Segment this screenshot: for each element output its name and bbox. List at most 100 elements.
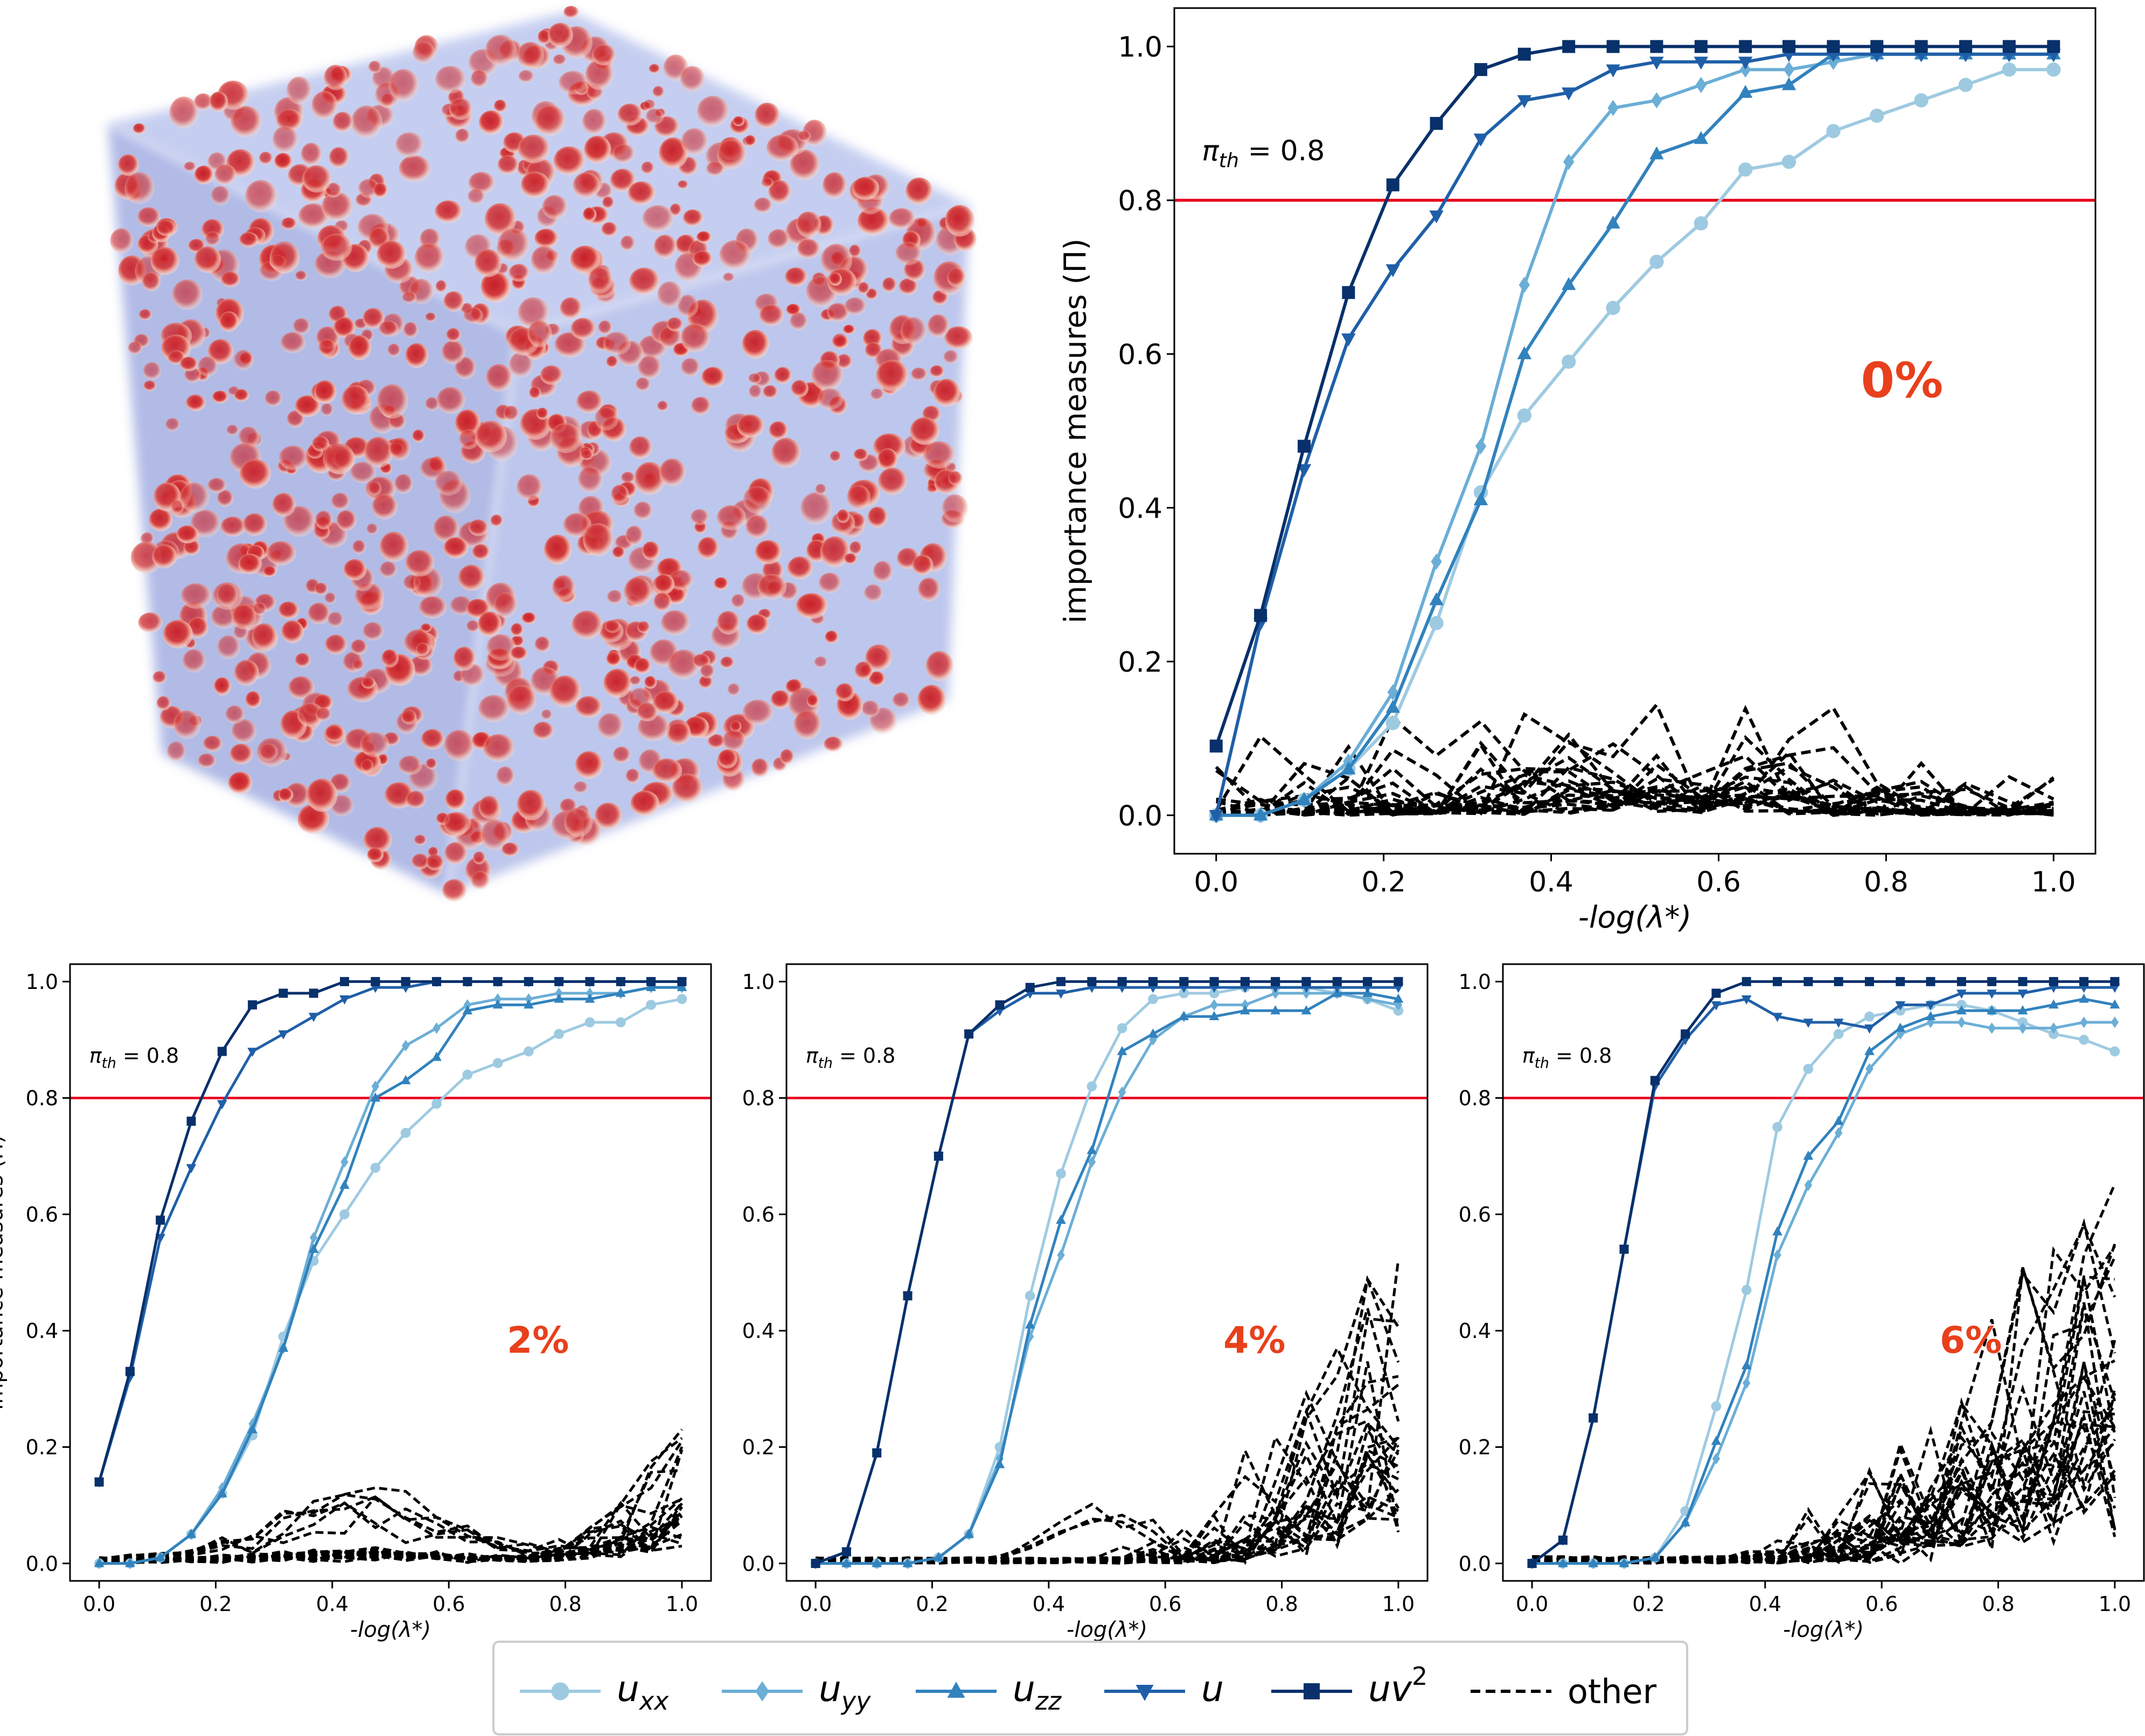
noise-level-label: 6% bbox=[1940, 1319, 2002, 1362]
droplet bbox=[722, 729, 746, 752]
data-point bbox=[433, 1022, 441, 1034]
droplet bbox=[847, 485, 871, 510]
data-point bbox=[340, 1156, 349, 1168]
droplet bbox=[184, 367, 201, 384]
data-point bbox=[1558, 1558, 1568, 1567]
droplet bbox=[641, 161, 654, 175]
data-point bbox=[2047, 40, 2060, 53]
droplet bbox=[681, 128, 708, 156]
data-point bbox=[1827, 40, 1840, 53]
droplet bbox=[363, 622, 384, 641]
data-point bbox=[1988, 1022, 1996, 1034]
data-point bbox=[1914, 40, 1928, 53]
droplet bbox=[815, 484, 827, 495]
droplet bbox=[377, 240, 407, 269]
x-tick-label: 1.0 bbox=[2099, 1592, 2131, 1616]
droplet bbox=[644, 676, 657, 689]
data-point bbox=[1393, 1006, 1404, 1016]
droplet bbox=[716, 505, 747, 531]
chart-panel_2: 0.0 0.2 0.4 0.6 0.8 1.0 0.0 0.2 0.4 0.6 0.8 1.0 πth … bbox=[0, 963, 712, 1642]
droplet bbox=[629, 267, 660, 295]
droplet bbox=[173, 710, 201, 739]
data-point bbox=[2018, 1022, 2027, 1034]
droplet bbox=[746, 515, 770, 539]
droplet bbox=[691, 396, 711, 415]
data-point bbox=[1803, 1064, 1814, 1074]
droplet bbox=[470, 69, 489, 88]
droplet bbox=[531, 246, 558, 275]
data-point bbox=[1429, 592, 1444, 605]
droplet bbox=[602, 196, 615, 209]
droplet bbox=[659, 458, 686, 487]
x-tick-label: 0.8 bbox=[1982, 1592, 2014, 1616]
droplet bbox=[723, 273, 735, 282]
droplet bbox=[668, 650, 700, 680]
droplet bbox=[416, 643, 430, 657]
other-series-group bbox=[99, 1428, 684, 1565]
droplet bbox=[490, 514, 503, 527]
droplet bbox=[143, 380, 157, 392]
data-point bbox=[125, 1558, 135, 1567]
x-tick-label: 0.4 bbox=[1033, 1592, 1065, 1616]
data-point bbox=[492, 999, 503, 1009]
droplet bbox=[419, 596, 447, 619]
droplet bbox=[302, 165, 332, 193]
droplet bbox=[769, 421, 789, 440]
droplet bbox=[806, 694, 819, 708]
x-tick-label: 0.2 bbox=[1632, 1592, 1665, 1616]
droplet bbox=[315, 511, 333, 530]
data-point bbox=[370, 1092, 381, 1102]
droplet bbox=[167, 741, 186, 762]
other-series-line bbox=[1531, 1359, 2116, 1564]
droplet bbox=[194, 246, 221, 274]
droplet bbox=[342, 385, 370, 415]
droplet bbox=[824, 736, 843, 752]
droplet bbox=[668, 570, 694, 590]
data-point bbox=[555, 987, 563, 999]
droplet bbox=[900, 317, 927, 345]
data-point bbox=[1385, 264, 1400, 277]
droplet bbox=[363, 308, 385, 329]
legend-label: u bbox=[1201, 1668, 1224, 1710]
data-point bbox=[1517, 95, 1531, 108]
data-point bbox=[186, 1529, 197, 1538]
legend-label: uxx bbox=[617, 1668, 669, 1716]
data-point bbox=[1826, 124, 1841, 138]
data-point bbox=[1270, 1005, 1280, 1015]
droplet bbox=[771, 437, 801, 469]
droplet bbox=[588, 267, 613, 294]
droplet bbox=[746, 614, 769, 635]
droplet bbox=[231, 719, 257, 744]
x-tick-label: 1.0 bbox=[666, 1592, 698, 1616]
droplet bbox=[272, 493, 296, 517]
data-point bbox=[1781, 155, 1796, 169]
droplet bbox=[243, 513, 267, 536]
droplet bbox=[714, 577, 729, 590]
droplet bbox=[138, 612, 163, 633]
droplet bbox=[433, 515, 459, 543]
droplet bbox=[509, 352, 534, 378]
droplet bbox=[510, 646, 528, 661]
legend-frame bbox=[492, 1641, 1688, 1735]
data-point bbox=[1833, 1115, 1844, 1125]
data-point bbox=[1987, 977, 1997, 986]
data-point bbox=[902, 1558, 913, 1567]
data-point bbox=[1864, 1011, 1875, 1022]
data-point bbox=[1833, 1019, 1844, 1028]
droplet bbox=[150, 247, 180, 275]
data-point bbox=[646, 977, 656, 986]
droplet bbox=[866, 288, 878, 300]
droplet bbox=[298, 203, 330, 229]
data-point bbox=[1987, 1005, 1997, 1015]
droplet bbox=[314, 582, 329, 596]
droplet bbox=[269, 241, 300, 274]
droplet bbox=[819, 573, 842, 594]
data-point bbox=[934, 1151, 943, 1161]
droplet bbox=[380, 561, 398, 578]
chart-panel_0: 0.0 0.2 0.4 0.6 0.8 1.0 0.0 0.2 0.4 0.6 0.8 1.0 πth … bbox=[1058, 7, 2097, 935]
droplet bbox=[550, 423, 582, 454]
droplet bbox=[625, 769, 640, 784]
other-series-line bbox=[1532, 1419, 2116, 1565]
x-tick-label: 0.0 bbox=[83, 1592, 115, 1616]
droplet bbox=[395, 132, 424, 158]
